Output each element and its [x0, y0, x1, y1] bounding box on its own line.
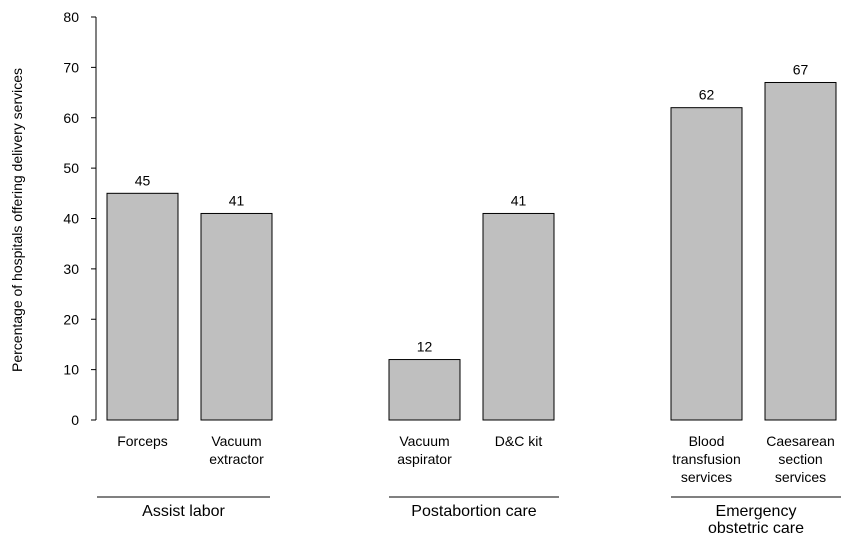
category-label-line: section: [778, 451, 822, 467]
data-label: 41: [511, 192, 527, 208]
y-tick-label: 40: [63, 211, 79, 227]
category-label-line: extractor: [209, 451, 264, 467]
category-label-line: Vacuum: [399, 433, 449, 449]
y-tick-label: 30: [63, 261, 79, 277]
bar: [200, 212, 273, 421]
data-label: 62: [699, 87, 715, 103]
group-label: Postabortion care: [411, 503, 537, 520]
category-label-line: Forceps: [117, 433, 168, 449]
data-label: 41: [229, 192, 245, 208]
category-label: Forceps: [117, 433, 168, 449]
y-tick-label: 10: [63, 362, 79, 378]
bar: [388, 359, 461, 421]
group-label-line: Postabortion care: [411, 503, 537, 520]
category-label: Blood transfusion services: [672, 433, 740, 485]
x-axis-labels: Forceps Vacuum extractor Vacuum aspirator D&C…: [117, 433, 835, 485]
y-axis: 0 10 20 30 40 50 60 70 80: [63, 9, 97, 428]
y-tick-label: 70: [63, 59, 79, 75]
bar: [670, 107, 743, 421]
data-label: 67: [793, 61, 809, 77]
bar: [482, 212, 555, 421]
category-label-line: Blood: [689, 433, 725, 449]
bar: [764, 81, 837, 421]
category-label-line: Vacuum: [211, 433, 261, 449]
bars: 45 41 12 41 62 67: [106, 61, 837, 421]
group-label: Emergency obstetric care: [708, 503, 804, 537]
group-labels: Assist labor Postabortion care Emergency ob…: [97, 496, 841, 537]
y-tick-label: 60: [63, 110, 79, 126]
group-label-line: Emergency: [716, 503, 797, 520]
y-axis-label: Percentage of hospitals offering deliver…: [9, 68, 25, 372]
category-label: Vacuum extractor: [209, 433, 264, 467]
category-label-line: services: [775, 469, 826, 485]
group-label-line: obstetric care: [708, 520, 804, 537]
y-tick-label: 50: [63, 160, 79, 176]
y-tick-label: 20: [63, 311, 79, 327]
group-label: Assist labor: [142, 503, 225, 520]
bar: [106, 192, 179, 421]
group-label-line: Assist labor: [142, 503, 225, 520]
y-tick-label: 80: [63, 9, 79, 25]
category-label-line: D&C kit: [495, 433, 543, 449]
data-label: 12: [417, 339, 433, 355]
category-label: Vacuum aspirator: [397, 433, 452, 467]
category-label-line: Caesarean: [766, 433, 835, 449]
category-label-line: transfusion: [672, 451, 740, 467]
y-tick-label: 0: [71, 412, 79, 428]
category-label: D&C kit: [495, 433, 543, 449]
data-label: 45: [135, 172, 151, 188]
category-label-line: services: [681, 469, 732, 485]
category-label-line: aspirator: [397, 451, 452, 467]
category-label: Caesarean section services: [766, 433, 835, 485]
